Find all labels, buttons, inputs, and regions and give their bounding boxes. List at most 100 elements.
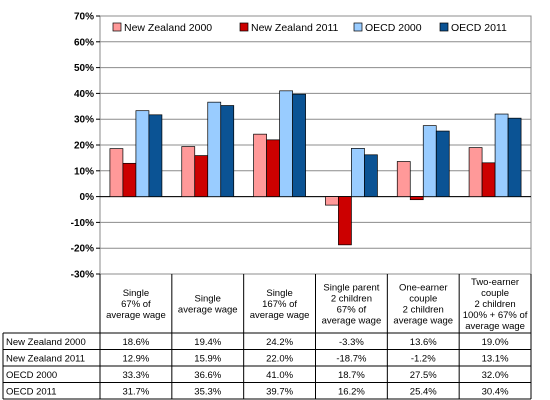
- legend-label: OECD 2000: [365, 22, 422, 34]
- table-cell: -1.2%: [411, 353, 436, 364]
- y-tick-label: 40%: [74, 89, 94, 100]
- bar: [181, 146, 196, 197]
- legend-label: New Zealand 2011: [251, 22, 339, 34]
- bar: [364, 154, 378, 197]
- category-label: One-earner couple 2 children average wage: [393, 283, 453, 327]
- bar: [253, 133, 267, 197]
- category-label-line: Single: [266, 288, 292, 299]
- category-label-line: average wage: [322, 316, 382, 327]
- bar: [468, 147, 483, 197]
- table-cell: -18.7%: [336, 353, 367, 364]
- bar: [325, 196, 339, 206]
- y-tick-label: 20%: [74, 141, 94, 152]
- y-tick-label: -30%: [71, 270, 94, 281]
- table-cell: 22.0%: [266, 353, 293, 364]
- category-label-line: One-earner: [399, 283, 448, 294]
- y-tick-label: 30%: [74, 115, 94, 126]
- category-label-line: 167% of: [262, 299, 297, 310]
- legend-swatch: [353, 22, 363, 32]
- y-tick-label: -10%: [71, 218, 94, 229]
- table-cell: 13.6%: [410, 337, 437, 348]
- y-tick-label: 70%: [74, 12, 94, 23]
- table-cell: 35.3%: [194, 386, 221, 397]
- legend-label: OECD 2011: [451, 22, 507, 34]
- category-label-line: Single parent: [323, 283, 379, 294]
- category-label-line: 2 children: [331, 294, 372, 305]
- bar: [135, 110, 150, 197]
- table-cell: 15.9%: [194, 353, 221, 364]
- legend-swatch: [112, 22, 122, 32]
- bar: [266, 139, 280, 197]
- category-label-line: average wage: [393, 316, 453, 327]
- table-row-label: New Zealand 2011: [6, 353, 85, 364]
- table-cell: 13.1%: [482, 353, 509, 364]
- bar: [481, 162, 496, 197]
- y-tick-label: 60%: [74, 37, 94, 48]
- bar: [148, 114, 163, 197]
- y-tick-label: 10%: [74, 166, 94, 177]
- bar: [194, 155, 209, 197]
- table-cell: 36.6%: [194, 370, 221, 381]
- table-cell: 25.4%: [410, 386, 437, 397]
- category-label-line: couple: [481, 288, 509, 299]
- bar: [207, 101, 222, 197]
- category-label-line: average wage: [465, 321, 525, 332]
- category-label-line: average wage: [106, 310, 166, 321]
- table-cell: 41.0%: [266, 370, 293, 381]
- category-label-line: 100% + 67% of: [463, 310, 528, 321]
- bar: [338, 196, 352, 246]
- category-label-line: Single: [123, 288, 149, 299]
- category-label: Single 67% of average wage: [106, 288, 166, 321]
- table-cell: 32.0%: [482, 370, 509, 381]
- bar: [220, 105, 235, 197]
- y-tick-label: -20%: [71, 244, 94, 255]
- table-cell: 18.6%: [122, 337, 149, 348]
- category-label-line: average wage: [178, 305, 238, 316]
- legend-label: New Zealand 2000: [124, 22, 212, 34]
- bar: [435, 130, 450, 197]
- table-row-label: New Zealand 2000: [6, 337, 86, 348]
- table-cell: 12.9%: [122, 353, 149, 364]
- table-row-label: OECD 2011: [6, 386, 57, 397]
- category-label: Single parent 2 children 67% of average wag…: [322, 283, 382, 327]
- table-cell: 19.0%: [482, 337, 509, 348]
- bar: [122, 162, 137, 197]
- table-cell: 24.2%: [266, 337, 293, 348]
- category-label-line: Two-earner: [471, 277, 519, 288]
- category-label: Two-earner couple 2 children 100% + 67% of a…: [463, 277, 528, 332]
- table-cell: 19.4%: [194, 337, 221, 348]
- category-label-line: Single: [195, 294, 221, 305]
- category-label-line: 2 children: [474, 299, 515, 310]
- table-cell: 33.3%: [122, 370, 149, 381]
- y-tick-label: 0%: [80, 192, 95, 203]
- y-tick-label: 50%: [74, 63, 94, 74]
- bar: [507, 117, 522, 197]
- legend-swatch: [439, 22, 449, 32]
- bar: [292, 93, 306, 197]
- category-label-line: average wage: [250, 310, 310, 321]
- table-cell: 30.4%: [482, 386, 509, 397]
- bar: [279, 90, 293, 197]
- bar: [494, 113, 509, 197]
- category-label-line: 67% of: [337, 305, 367, 316]
- bar: [396, 161, 411, 197]
- category-label-line: couple: [409, 294, 437, 305]
- table-cell: 27.5%: [410, 370, 437, 381]
- bar: [422, 125, 437, 197]
- table-cell: 39.7%: [266, 386, 293, 397]
- category-label-line: 67% of: [121, 299, 151, 310]
- bar: [351, 148, 365, 197]
- table-row-label: OECD 2000: [6, 370, 57, 381]
- bar: [409, 196, 424, 201]
- table-cell: 18.7%: [338, 370, 365, 381]
- legend-swatch: [239, 22, 249, 32]
- data-table: [2, 274, 532, 400]
- category-label: Single average wage: [178, 294, 238, 316]
- category-label-line: 2 children: [403, 305, 444, 316]
- category-label: Single 167% of average wage: [250, 288, 310, 321]
- table-cell: -3.3%: [339, 337, 364, 348]
- table-cell: 16.2%: [338, 386, 365, 397]
- table-cell: 31.7%: [122, 386, 149, 397]
- bar: [109, 148, 124, 197]
